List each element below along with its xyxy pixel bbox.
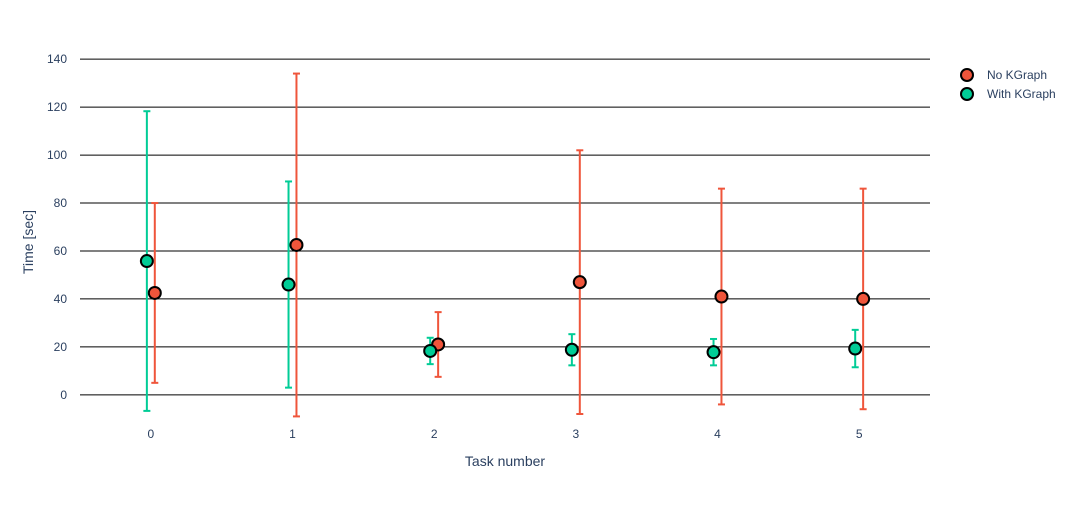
y-tick-label-40: 40	[54, 292, 68, 306]
y-tick-label-100: 100	[47, 148, 67, 162]
x-tick-labels: 0 1 2 3 4 5	[147, 427, 862, 441]
point-with-kgraph-2[interactable]	[423, 343, 438, 358]
x-tick-label-5: 5	[856, 427, 863, 441]
y-tick-label-140: 140	[47, 52, 67, 66]
legend-item-with-kgraph[interactable]: With KGraph	[960, 87, 1056, 101]
point-no-kgraph-1[interactable]	[289, 237, 304, 252]
x-tick-label-4: 4	[714, 427, 721, 441]
point-no-kgraph-4[interactable]	[714, 289, 729, 304]
error-bars	[143, 72, 867, 418]
y-tick-labels: 0 20 40 60 80 100 120 140	[47, 52, 67, 402]
y-axis-title: Time [sec]	[20, 210, 36, 274]
legend[interactable]: No KGraph With KGraph	[960, 68, 1056, 101]
legend-marker-no-kgraph	[960, 68, 974, 82]
grid-lines	[80, 58, 930, 396]
y-tick-label-80: 80	[54, 196, 68, 210]
point-no-kgraph-0[interactable]	[147, 285, 162, 300]
point-with-kgraph-3[interactable]	[564, 342, 579, 357]
point-no-kgraph-3[interactable]	[572, 275, 587, 290]
point-no-kgraph-5[interactable]	[856, 291, 871, 306]
x-axis-title: Task number	[465, 453, 545, 469]
point-with-kgraph-1[interactable]	[281, 277, 296, 292]
x-tick-label-0: 0	[147, 427, 154, 441]
point-with-kgraph-4[interactable]	[706, 345, 721, 360]
data-points	[139, 237, 871, 360]
y-tick-label-0: 0	[60, 388, 67, 402]
y-tick-label-60: 60	[54, 244, 68, 258]
y-tick-label-120: 120	[47, 100, 67, 114]
legend-item-no-kgraph[interactable]: No KGraph	[960, 68, 1047, 82]
legend-label-with-kgraph: With KGraph	[987, 87, 1056, 101]
legend-marker-with-kgraph	[960, 87, 974, 101]
point-with-kgraph-0[interactable]	[139, 254, 154, 269]
y-tick-label-20: 20	[54, 340, 68, 354]
x-tick-label-3: 3	[572, 427, 579, 441]
legend-label-no-kgraph: No KGraph	[987, 68, 1047, 82]
point-with-kgraph-5[interactable]	[848, 341, 863, 356]
x-tick-label-1: 1	[289, 427, 296, 441]
x-tick-label-2: 2	[431, 427, 438, 441]
